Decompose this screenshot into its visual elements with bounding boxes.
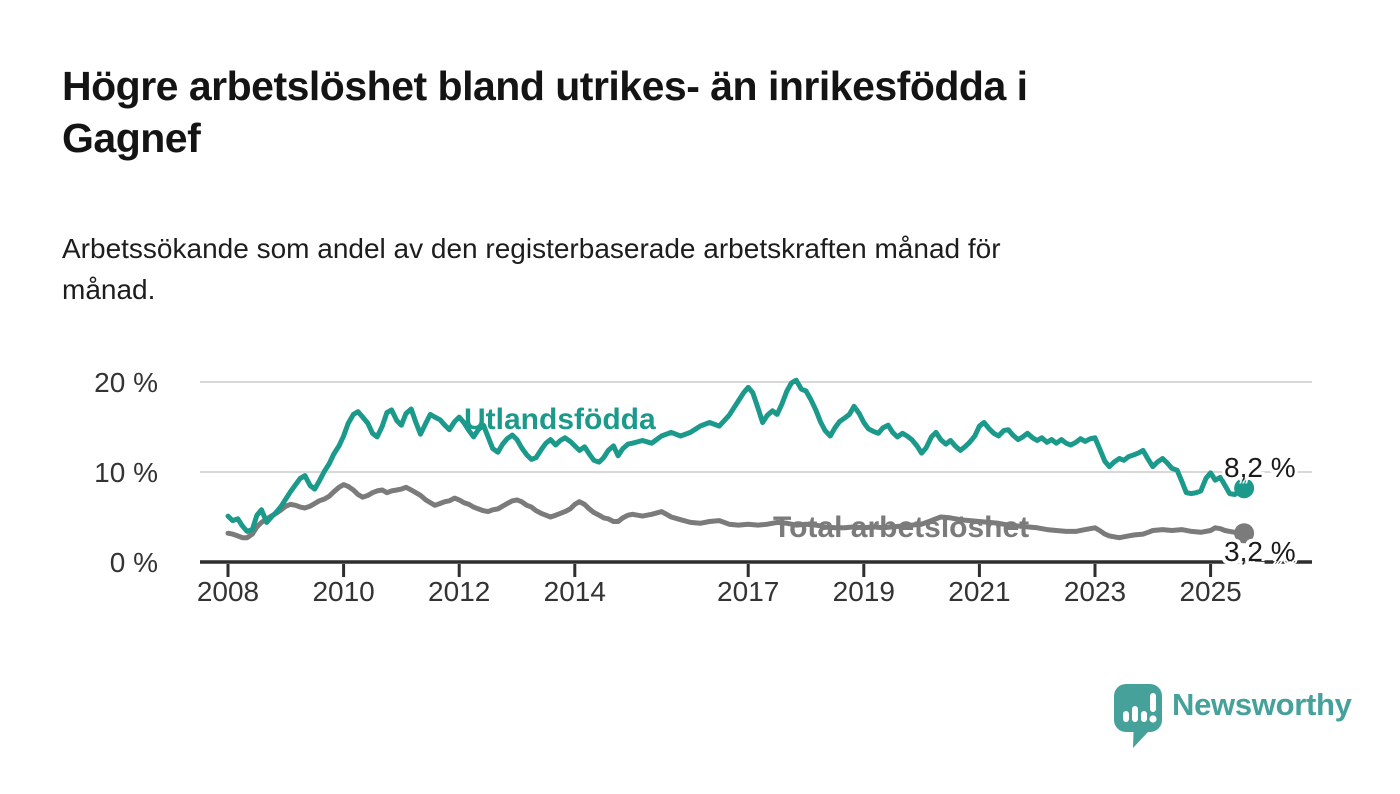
page-title-line-1: Högre arbetslöshet bland utrikes- än inr… bbox=[62, 63, 1028, 109]
chart-subtitle-line-1: Arbetssökande som andel av den registerb… bbox=[62, 233, 1001, 264]
end-value-label-utlandsfodda: 8,2 % bbox=[1224, 452, 1296, 483]
y-axis-tick-labels: 20 % 10 % 0 % bbox=[94, 367, 158, 578]
x-tick-label: 2014 bbox=[544, 576, 606, 607]
page-title: Högre arbetslöshet bland utrikes- än inr… bbox=[62, 60, 1028, 164]
newsworthy-speech-bubble-barchart-icon bbox=[1114, 684, 1162, 748]
y-tick-label: 20 % bbox=[94, 367, 158, 398]
x-tick-label: 2008 bbox=[197, 576, 259, 607]
end-value-label-total: 3,2 % bbox=[1224, 536, 1296, 567]
page-title-line-2: Gagnef bbox=[62, 115, 201, 161]
newsworthy-brand-name: Newsworthy bbox=[1172, 687, 1352, 722]
y-tick-label: 10 % bbox=[94, 457, 158, 488]
x-tick-label: 2017 bbox=[717, 576, 779, 607]
series-label-total-arbetsloshet: Total arbetslöshet bbox=[773, 511, 1030, 544]
data-series-lines bbox=[225, 377, 1247, 541]
x-tick-label: 2023 bbox=[1064, 576, 1126, 607]
x-axis: 2008 2010 2012 2014 2017 2019 2021 2023 2025 bbox=[197, 560, 1312, 607]
series-end-dots bbox=[1234, 478, 1255, 544]
gridlines bbox=[200, 381, 1312, 473]
x-tick-label: 2025 bbox=[1179, 576, 1241, 607]
x-tick-label: 2010 bbox=[312, 576, 374, 607]
series-line-utlandsf-dda bbox=[225, 377, 1247, 534]
newsworthy-logo-link[interactable]: Newsworthy bbox=[1114, 684, 1352, 750]
end-dot-utlandsf-dda bbox=[1234, 478, 1255, 499]
chart-subtitle-line-2: månad. bbox=[62, 274, 156, 305]
y-tick-label: 0 % bbox=[110, 547, 158, 578]
end-dot-total-arbetsl-shet bbox=[1234, 523, 1255, 544]
series-line-total-arbetsl-shet bbox=[225, 482, 1247, 541]
series-label-utlandsfodda: Utlandsfödda bbox=[464, 403, 656, 436]
x-tick-label: 2021 bbox=[948, 576, 1010, 607]
chart-subtitle: Arbetssökande som andel av den registerb… bbox=[62, 228, 1001, 310]
x-tick-label: 2019 bbox=[833, 576, 895, 607]
x-tick-label: 2012 bbox=[428, 576, 490, 607]
